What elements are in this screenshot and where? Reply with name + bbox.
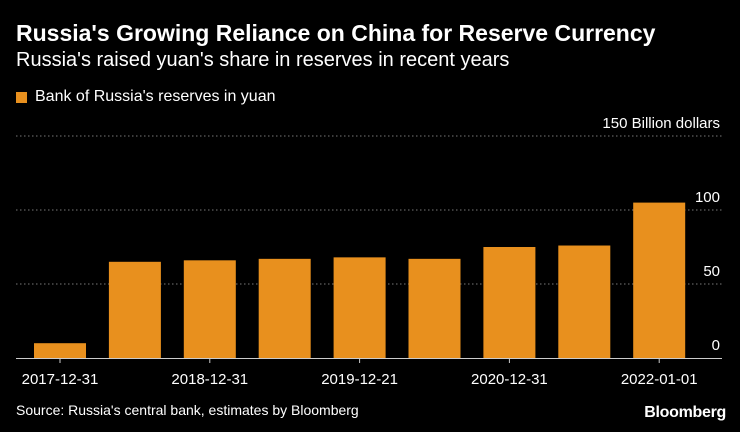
chart-legend: Bank of Russia's reserves in yuan [16,88,276,106]
x-tick-label: 2017-12-31 [22,371,99,388]
chart-title: Russia's Growing Reliance on China for R… [16,20,656,46]
chart-subtitle: Russia's raised yuan's share in reserves… [16,49,510,71]
y-tick-label: 150 Billion dollars [602,115,720,132]
bar [108,261,161,358]
y-tick-label: 100 [695,189,720,206]
bloomberg-logo: Bloomberg [644,404,726,421]
x-tick-label: 2020-12-31 [471,371,548,388]
y-tick-label: 50 [703,263,720,280]
bar [258,258,311,358]
bar [633,202,686,358]
x-tick-label: 2019-12-21 [321,371,398,388]
bar [408,258,461,358]
bar [558,245,611,358]
x-tick-label: 2018-12-31 [171,371,248,388]
legend-swatch [16,91,27,103]
bar [333,257,386,358]
bar [34,343,86,358]
y-tick-label: 0 [712,337,720,354]
bar [183,260,236,358]
x-tick-label: 2022-01-01 [621,371,698,388]
bar [483,247,536,358]
source-note: Source: Russia's central bank, estimates… [16,402,359,418]
legend-label: Bank of Russia's reserves in yuan [35,88,276,105]
